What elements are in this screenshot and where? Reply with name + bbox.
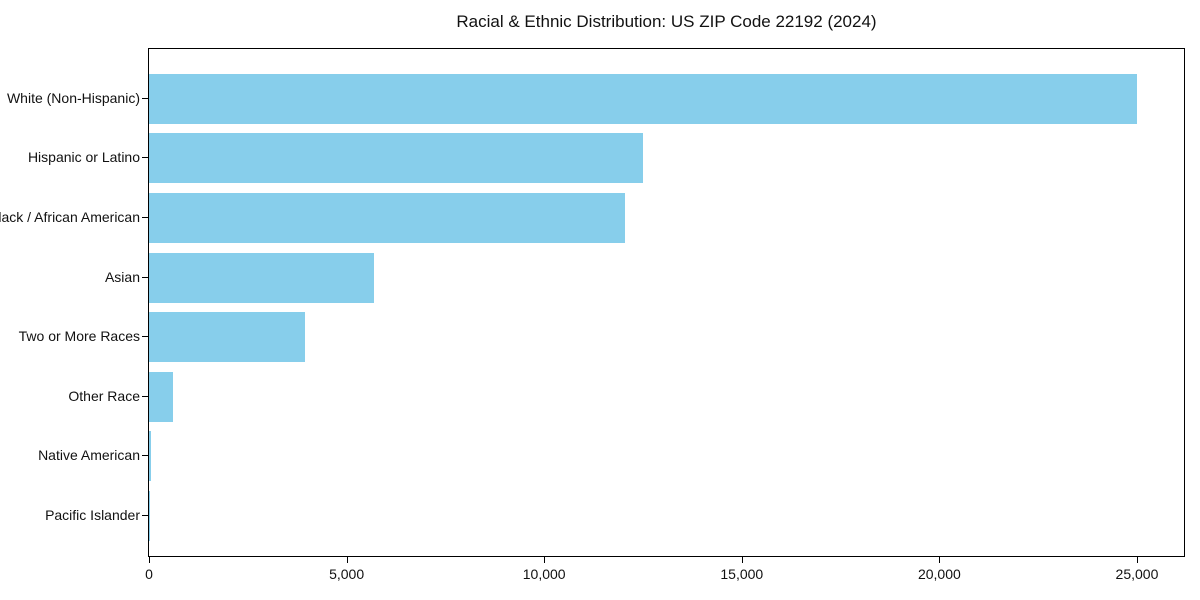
bar-other-race bbox=[149, 371, 173, 422]
bar-native-american bbox=[149, 431, 151, 482]
y-tick-label: Black / African American bbox=[0, 209, 140, 225]
y-tick-label: Pacific Islander bbox=[45, 507, 140, 523]
x-tick-mark bbox=[149, 557, 150, 563]
x-tick-label: 0 bbox=[145, 566, 153, 582]
bar-row bbox=[149, 129, 1184, 189]
y-tick-label: Hispanic or Latino bbox=[27, 149, 140, 166]
x-tick-label: 25,000 bbox=[1115, 566, 1159, 582]
x-tick-mark bbox=[544, 557, 546, 563]
bar-row bbox=[149, 188, 1184, 248]
y-tick-label: Native American bbox=[38, 447, 140, 464]
plot-area bbox=[148, 48, 1185, 557]
y-tick-label: White (Non-Hispanic) bbox=[6, 89, 140, 106]
bar-row bbox=[149, 367, 1184, 427]
bar-row bbox=[149, 307, 1184, 367]
y-tick-mark bbox=[142, 157, 148, 159]
x-tick-mark bbox=[1136, 557, 1138, 563]
y-tick-mark bbox=[142, 276, 148, 278]
y-tick-label: Asian bbox=[104, 268, 140, 285]
bar-two-or-more-races bbox=[149, 312, 306, 363]
chart-title: Racial & Ethnic Distribution: US ZIP Cod… bbox=[456, 12, 877, 31]
bar-row bbox=[149, 69, 1184, 129]
y-tick-label: Two or More Races bbox=[18, 328, 140, 345]
x-tick-mark bbox=[741, 557, 743, 563]
bar-asian bbox=[149, 252, 375, 303]
x-tick-label: 10,000 bbox=[522, 566, 566, 582]
x-tick-mark bbox=[346, 557, 348, 563]
bar-row bbox=[149, 486, 1184, 546]
bar-hispanic-or-latino bbox=[149, 133, 643, 184]
bar-pacific-islander bbox=[149, 490, 150, 541]
bar-row bbox=[149, 248, 1184, 308]
bar-white-non-hispanic bbox=[149, 73, 1137, 124]
bar-row bbox=[149, 427, 1184, 487]
y-tick-mark bbox=[142, 217, 148, 218]
x-tick-label: 15,000 bbox=[720, 566, 764, 582]
y-tick-mark bbox=[142, 515, 148, 516]
y-tick-mark bbox=[142, 336, 148, 338]
bar-black-african-american bbox=[149, 192, 626, 243]
x-tick-label: 5,000 bbox=[329, 566, 365, 582]
x-tick-mark bbox=[939, 557, 941, 563]
y-tick-mark bbox=[142, 395, 148, 397]
y-tick-mark bbox=[142, 455, 148, 457]
y-tick-label: Other Race bbox=[68, 387, 140, 404]
x-tick-label: 20,000 bbox=[917, 566, 961, 582]
bars-layer bbox=[149, 49, 1184, 556]
y-tick-mark bbox=[142, 97, 148, 99]
